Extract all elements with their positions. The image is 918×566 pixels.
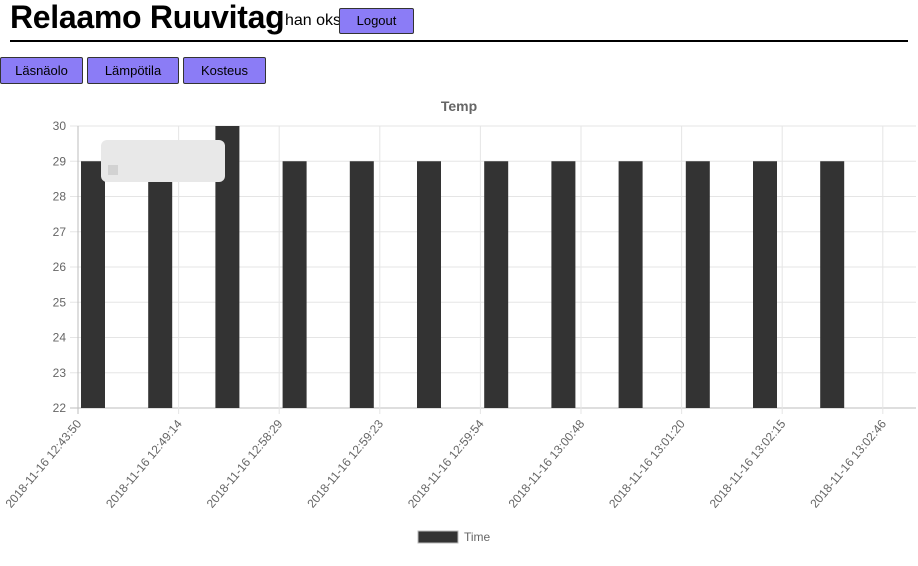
bar[interactable] — [820, 161, 845, 408]
y-tick-label: 30 — [53, 119, 67, 133]
temperature-chart: Temp 22 23 24 25 26 27 28 29 30 2018-11-16 12:43… — [3, 98, 916, 544]
x-axis: 2018-11-16 12:43:50 2018-11-16 12:49:14 20… — [3, 417, 890, 511]
bar[interactable] — [551, 161, 576, 408]
bar[interactable] — [685, 161, 710, 408]
y-tick-label: 28 — [53, 190, 67, 204]
y-tick-label: 24 — [53, 331, 67, 345]
y-tick-label: 23 — [53, 366, 67, 380]
x-tick-label: 2018-11-16 13:02:46 — [807, 417, 889, 511]
username: han oks — [285, 12, 342, 29]
y-tick-label: 29 — [53, 154, 67, 168]
bar[interactable] — [753, 161, 777, 408]
y-tick-label: 27 — [53, 225, 67, 239]
tab-lampotila[interactable]: Lämpötila — [87, 57, 179, 84]
bar[interactable] — [618, 161, 643, 408]
bar-series — [81, 126, 845, 408]
chart-legend[interactable]: Time — [417, 530, 491, 544]
bar[interactable] — [81, 161, 105, 408]
tab-kosteus[interactable]: Kosteus — [183, 57, 266, 84]
chart-tooltip — [101, 140, 225, 182]
x-tick-label: 2018-11-16 12:49:14 — [103, 417, 185, 511]
tab-lasnaolo[interactable]: Läsnäolo — [0, 57, 83, 84]
bar[interactable] — [484, 161, 509, 408]
x-tick-label: 2018-11-16 12:43:50 — [3, 417, 85, 511]
x-tick-label: 2018-11-16 13:02:15 — [707, 417, 789, 511]
bar[interactable] — [417, 161, 441, 408]
bar[interactable] — [148, 161, 173, 408]
legend-swatch — [417, 530, 459, 544]
x-tick-label: 2018-11-16 13:01:20 — [606, 417, 688, 511]
x-tick-label: 2018-11-16 12:59:23 — [304, 417, 386, 511]
chart-container: Temp 22 23 24 25 26 27 28 29 30 2018-11-16 12:43… — [0, 92, 918, 561]
chart-title: Temp — [441, 98, 477, 114]
y-tick-label: 25 — [53, 295, 67, 309]
x-tick-label: 2018-11-16 12:59:54 — [405, 417, 487, 511]
legend-label: Time — [464, 530, 491, 544]
bar[interactable] — [282, 161, 307, 408]
y-tick-label: 26 — [53, 260, 67, 274]
y-tick-label: 22 — [53, 401, 67, 415]
bar[interactable] — [349, 161, 374, 408]
x-tick-label: 2018-11-16 12:58:29 — [204, 417, 286, 511]
y-axis: 22 23 24 25 26 27 28 29 30 — [53, 119, 67, 415]
x-tick-label: 2018-11-16 13:00:48 — [506, 417, 588, 511]
app-title: Relaamo Ruuvitag — [10, 0, 285, 35]
header: Relaamo Ruuvitag han oks Logout — [10, 0, 908, 42]
logout-button[interactable]: Logout — [339, 8, 414, 34]
